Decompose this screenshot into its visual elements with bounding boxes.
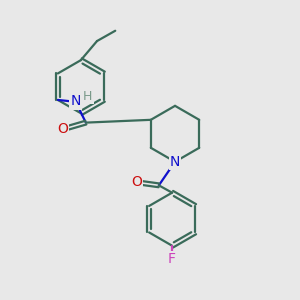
Text: N: N xyxy=(70,94,81,108)
Text: F: F xyxy=(168,252,176,266)
Text: N: N xyxy=(170,155,180,169)
Text: H: H xyxy=(83,90,93,103)
Text: O: O xyxy=(131,176,142,189)
Text: O: O xyxy=(57,122,68,136)
